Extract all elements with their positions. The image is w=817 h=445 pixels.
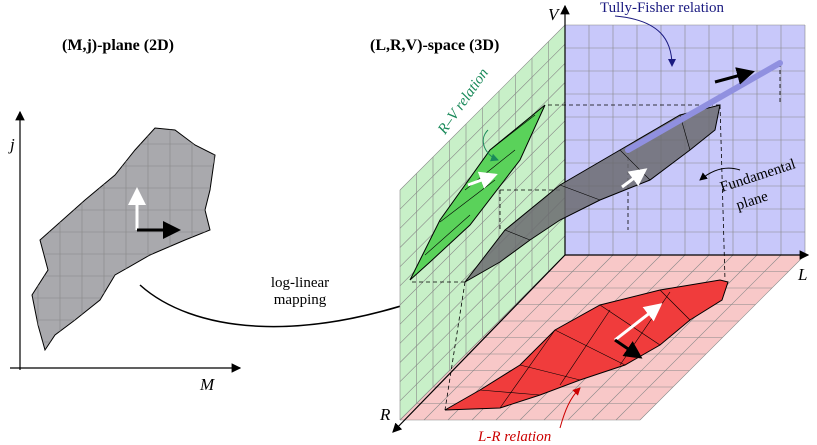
grid-line <box>399 43 566 210</box>
left-plane <box>10 110 242 373</box>
rv-pointer <box>482 129 499 162</box>
heading-left: (M,j)-plane (2D) <box>62 37 174 54</box>
black-arrow <box>714 67 755 85</box>
tf-pointer <box>614 15 676 67</box>
mj-region <box>31 127 216 352</box>
mapping-line: log-linear <box>271 275 329 291</box>
grid-line <box>399 63 566 229</box>
mapping-arrow <box>139 283 462 328</box>
mapping-line: mapping <box>274 292 327 308</box>
axis-label-j: j <box>8 135 15 154</box>
grid-line <box>399 139 566 306</box>
white-arrow <box>614 303 663 342</box>
grid-line <box>399 24 566 191</box>
grid-line <box>399 235 566 402</box>
axis-label-m: M <box>199 375 215 394</box>
projection-lines <box>410 63 781 411</box>
tf-label: Tully-Fisher relation <box>600 0 725 16</box>
white-arrow <box>621 168 648 189</box>
lr-pointer <box>559 387 581 429</box>
grid-line <box>399 158 566 325</box>
black-arrow <box>614 338 643 359</box>
r-axis <box>392 254 566 433</box>
axis-label-v: V <box>548 5 561 24</box>
lr-label: L-R relation <box>477 429 551 445</box>
axis-label-r: R <box>379 405 391 424</box>
grid-line <box>399 216 566 382</box>
fp-pointer <box>699 167 741 181</box>
heading-right: (L,R,V)-space (3D) <box>370 37 499 54</box>
axis-label-l: L <box>797 265 807 284</box>
fundamental-plane <box>464 104 721 283</box>
white-arrow <box>467 171 498 189</box>
rv-region <box>409 104 546 281</box>
